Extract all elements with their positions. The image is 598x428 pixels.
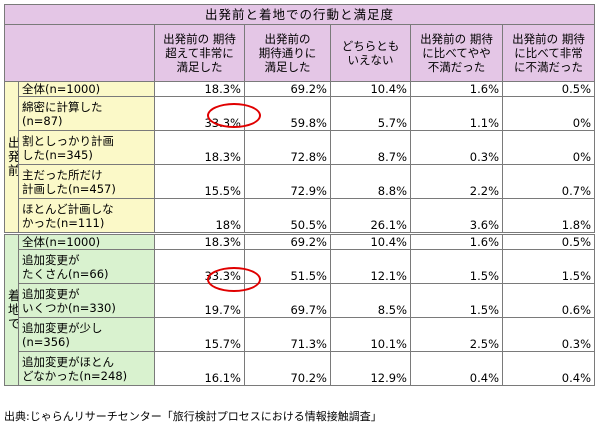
value-cell: 69.2% xyxy=(244,232,331,250)
group-label: 着地で xyxy=(4,232,19,386)
value-cell: 69.7% xyxy=(244,283,331,318)
source-note: 出典:じゃらんリサーチセンター「旅行検討プロセスにおける情報接触調査」 xyxy=(4,410,382,423)
highlight-circle-2 xyxy=(207,267,261,292)
value-cell: 1.8% xyxy=(501,198,596,234)
value-cell: 0.7% xyxy=(501,164,596,199)
row-label: 追加変更が少し (n=356) xyxy=(18,317,155,352)
value-cell: 0.6% xyxy=(501,283,596,318)
value-cell: 8.8% xyxy=(330,164,411,199)
group-label: 出発前 xyxy=(4,81,19,234)
value-cell: 0% xyxy=(501,130,596,165)
header-col-4: 出発前の 期待 に比べてやや 不満だった xyxy=(410,24,503,82)
value-cell: 10.1% xyxy=(330,317,411,352)
value-cell: 15.7% xyxy=(154,317,245,352)
value-cell: 0.3% xyxy=(501,317,596,352)
value-cell: 1.5% xyxy=(410,249,503,284)
value-cell: 2.2% xyxy=(410,164,503,199)
value-cell: 18.3% xyxy=(154,232,245,250)
row-label: 割としっかり計画 した(n=345) xyxy=(18,130,155,165)
value-cell: 0.5% xyxy=(501,81,596,97)
header-row: 出発前の 期待 超えて非常に 満足した 出発前の 期待通りに 満足した どちらとも いえな… xyxy=(4,24,596,82)
value-cell: 1.5% xyxy=(501,249,596,284)
highlight-circle-1 xyxy=(207,103,261,128)
table-row: 出発前全体(n=1000)18.3%69.2%10.4%1.6%0.5% xyxy=(4,81,596,234)
row-label: 綿密に計算した (n=87) xyxy=(18,96,155,131)
table-title: 出発前と着地での行動と満足度 xyxy=(3,4,596,25)
value-cell: 5.7% xyxy=(330,96,411,131)
table-row: ほとんど計画しな かった(n=111) 18% 50.5% 26.1% 3.6% 1.8% xyxy=(5,198,596,234)
value-cell: 16.1% xyxy=(154,351,245,386)
value-cell: 69.2% xyxy=(244,81,331,97)
header-col-2: 出発前の 期待通りに 満足した xyxy=(244,24,331,82)
header-col-3: どちらとも いえない xyxy=(330,24,411,82)
table-row: 着地で全体(n=1000)18.3%69.2%10.4%1.6%0.5% xyxy=(4,232,596,386)
value-cell: 0% xyxy=(501,96,596,131)
value-cell: 15.5% xyxy=(154,164,245,199)
row-label: ほとんど計画しな かった(n=111) xyxy=(18,198,155,234)
header-col-5: 出発前の 期待 に比べて非常 に不満だった xyxy=(501,24,596,82)
value-cell: 0.4% xyxy=(410,351,503,386)
value-cell: 0.4% xyxy=(501,351,596,386)
value-cell: 1.6% xyxy=(410,81,503,97)
value-cell: 2.5% xyxy=(410,317,503,352)
value-cell: 71.3% xyxy=(244,317,331,352)
value-cell: 1.6% xyxy=(410,232,503,250)
table-row: 追加変更が たくさん(n=66) 33.3% 51.5% 12.1% 1.5% 1.5% xyxy=(5,249,596,284)
row-label: 全体(n=1000) xyxy=(18,81,155,97)
value-cell: 3.6% xyxy=(410,198,503,234)
row-label: 追加変更が たくさん(n=66) xyxy=(18,249,155,284)
table-row: 主だった所だけ 計画した(n=457) 15.5% 72.9% 8.8% 2.2% 0.7% xyxy=(5,164,596,199)
row-label: 主だった所だけ 計画した(n=457) xyxy=(18,164,155,199)
value-cell: 19.7% xyxy=(154,283,245,318)
value-cell: 12.9% xyxy=(330,351,411,386)
value-cell: 12.1% xyxy=(330,249,411,284)
value-cell: 0.5% xyxy=(501,232,596,250)
value-cell: 50.5% xyxy=(244,198,331,234)
value-cell: 26.1% xyxy=(330,198,411,234)
value-cell: 72.9% xyxy=(244,164,331,199)
row-label: 追加変更がほとん どなかった(n=248) xyxy=(18,351,155,386)
value-cell: 1.5% xyxy=(410,283,503,318)
value-cell: 10.4% xyxy=(330,81,411,97)
row-label: 全体(n=1000) xyxy=(18,232,155,250)
table-row: 綿密に計算した (n=87) 33.3% 59.8% 5.7% 1.1% 0% xyxy=(5,96,596,131)
value-cell: 18.3% xyxy=(154,130,245,165)
value-cell: 70.2% xyxy=(244,351,331,386)
satisfaction-table: 出発前と着地での行動と満足度 出発前の 期待 超えて非常に 満足した 出発前の 期待通… xyxy=(3,4,596,386)
header-blank xyxy=(4,24,155,82)
value-cell: 72.8% xyxy=(244,130,331,165)
value-cell: 8.7% xyxy=(330,130,411,165)
value-cell: 18% xyxy=(154,198,245,234)
value-cell: 8.5% xyxy=(330,283,411,318)
table-row: 追加変更がほとん どなかった(n=248) 16.1% 70.2% 12.9% 0.4% 0… xyxy=(5,351,596,386)
table-row: 追加変更が少し (n=356) 15.7% 71.3% 10.1% 2.5% 0.3% xyxy=(5,317,596,352)
header-col-1: 出発前の 期待 超えて非常に 満足した xyxy=(154,24,245,82)
value-cell: 10.4% xyxy=(330,232,411,250)
table-row: 割としっかり計画 した(n=345) 18.3% 72.8% 8.7% 0.3% 0% xyxy=(5,130,596,165)
value-cell: 1.1% xyxy=(410,96,503,131)
table-row: 追加変更が いくつか(n=330) 19.7% 69.7% 8.5% 1.5% 0.6% xyxy=(5,283,596,318)
value-cell: 18.3% xyxy=(154,81,245,97)
value-cell: 0.3% xyxy=(410,130,503,165)
row-label: 追加変更が いくつか(n=330) xyxy=(18,283,155,318)
